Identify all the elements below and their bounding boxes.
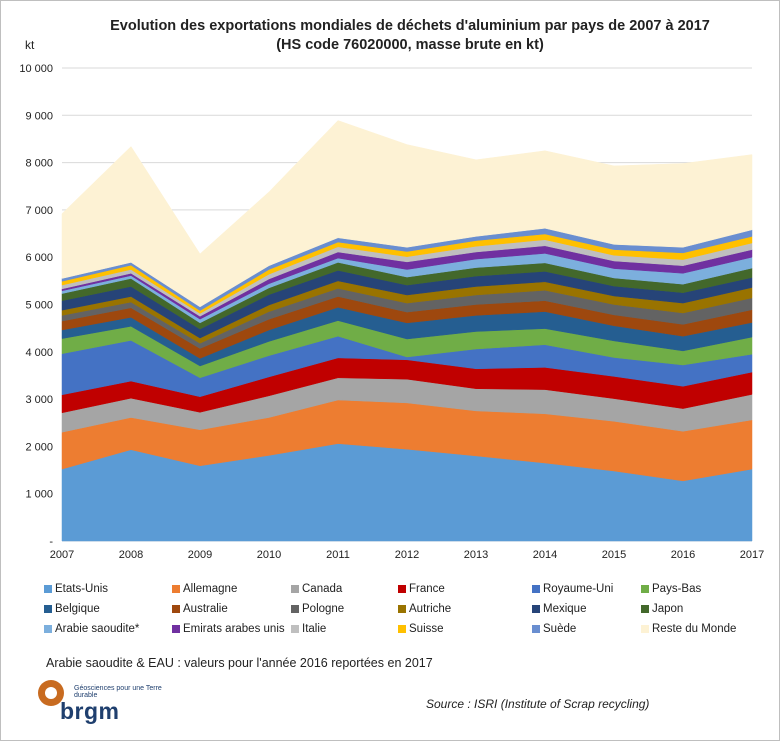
y-tick-label: 3 000 (25, 394, 53, 406)
y-tick-label: 6 000 (25, 252, 53, 264)
legend-swatch (44, 625, 52, 633)
legend-label: Autriche (409, 603, 452, 615)
legend-item: Belgique (44, 603, 100, 615)
logo-tagline: Géosciences pour une Terre durable (74, 685, 162, 699)
x-tick-label: 2016 (671, 549, 695, 561)
y-tick-label: 8 000 (25, 158, 53, 170)
legend-label: France (409, 583, 445, 595)
y-tick-label: 7 000 (25, 205, 53, 217)
legend-label: Belgique (55, 603, 100, 615)
y-tick-label: 4 000 (25, 347, 53, 359)
y-tick-label: 1 000 (25, 489, 53, 501)
legend-label: Etats-Unis (55, 583, 109, 595)
y-tick-label: 10 000 (19, 63, 53, 75)
title-line-1: Evolution des exportations mondiales de … (110, 18, 710, 34)
legend-swatch (172, 625, 180, 633)
x-tick-label: 2012 (395, 549, 419, 561)
y-tick-labels: - 1 000 2 000 3 000 4 000 5 000 6 000 7 000 8 00… (19, 63, 53, 548)
legend-item: Allemagne (172, 583, 237, 595)
legend-label: Canada (302, 583, 343, 595)
x-tick-label: 2015 (602, 549, 626, 561)
legend-item: Emirats arabes unis (172, 623, 285, 635)
legend-item: Etats-Unis (44, 583, 108, 595)
legend-item: Italie (291, 623, 326, 635)
legend-label: Allemagne (183, 583, 238, 595)
title-line-2: (HS code 76020000, masse brute en kt) (276, 37, 544, 53)
legend-item: Mexique (532, 603, 586, 615)
legend-swatch (291, 625, 299, 633)
y-tick-label: 5 000 (25, 300, 53, 312)
legend-item: France (398, 583, 445, 595)
y-tick-label: 2 000 (25, 441, 53, 453)
legend-item: Royaume-Uni (532, 583, 613, 595)
legend-label: Suisse (409, 623, 444, 635)
legend-item: Arabie saoudite* (44, 623, 139, 635)
legend-item: Reste du Monde (641, 623, 736, 635)
legend-swatch (291, 585, 299, 593)
legend-swatch (398, 585, 406, 593)
legend-swatch (532, 585, 540, 593)
legend-swatch (641, 605, 649, 613)
legend-item: Pologne (291, 603, 344, 615)
legend-swatch (641, 625, 649, 633)
legend-item: Suisse (398, 623, 444, 635)
legend-item: Pays-Bas (641, 583, 701, 595)
x-tick-label: 2010 (257, 549, 281, 561)
legend-item: Suède (532, 623, 576, 635)
legend-item: Japon (641, 603, 683, 615)
series-area-reste-du-monde (61, 120, 753, 308)
x-tick-label: 2009 (188, 549, 212, 561)
y-tick-label: - (49, 536, 53, 548)
x-tick-labels: 2007 2008 2009 2010 2011 2012 2013 2014 2015 2016… (50, 549, 764, 561)
legend-swatch (532, 605, 540, 613)
legend-label: Italie (302, 623, 327, 635)
legend-swatch (172, 585, 180, 593)
stacked-area-chart: - 1 000 2 000 3 000 4 000 5 000 6 000 7 000 8 00… (19, 63, 764, 561)
legend-label: Pologne (302, 603, 345, 615)
legend-swatch (44, 585, 52, 593)
legend-label: Suède (543, 623, 577, 635)
legend-label: Arabie saoudite* (55, 623, 140, 635)
x-tick-label: 2008 (119, 549, 143, 561)
area-series (61, 120, 753, 542)
legend-swatch (44, 605, 52, 613)
footnote: Arabie saoudite & EAU : valeurs pour l'a… (46, 656, 433, 670)
source-note: Source : ISRI (Institute of Scrap recycl… (426, 697, 650, 711)
legend-swatch (532, 625, 540, 633)
legend-label: Pays-Bas (652, 583, 702, 595)
x-tick-label: 2011 (326, 549, 350, 561)
x-tick-label: 2014 (533, 549, 557, 561)
legend-item: Canada (291, 583, 342, 595)
legend-swatch (641, 585, 649, 593)
legend-swatch (398, 605, 406, 613)
x-tick-label: 2007 (50, 549, 74, 561)
legend-swatch (291, 605, 299, 613)
legend-label: Japon (652, 603, 684, 615)
y-tick-label: 9 000 (25, 110, 53, 122)
legend-label: Reste du Monde (652, 623, 737, 635)
legend-label: Mexique (543, 603, 587, 615)
brgm-logo: Géosciences pour une Terre durable brgm (38, 680, 178, 730)
legend-label: Emirats arabes unis (183, 623, 285, 635)
logo-wordmark: brgm (60, 698, 120, 724)
brgm-logo-icon (38, 680, 64, 706)
x-tick-label: 2017 (740, 549, 764, 561)
legend-label: Australie (183, 603, 228, 615)
legend-label: Royaume-Uni (543, 583, 614, 595)
x-tick-label: 2013 (464, 549, 488, 561)
legend-item: Australie (172, 603, 228, 615)
legend-swatch (172, 605, 180, 613)
legend-swatch (398, 625, 406, 633)
legend-item: Autriche (398, 603, 451, 615)
y-axis-unit: kt (25, 38, 35, 52)
chart-title: Evolution des exportations mondiales de … (40, 17, 780, 55)
